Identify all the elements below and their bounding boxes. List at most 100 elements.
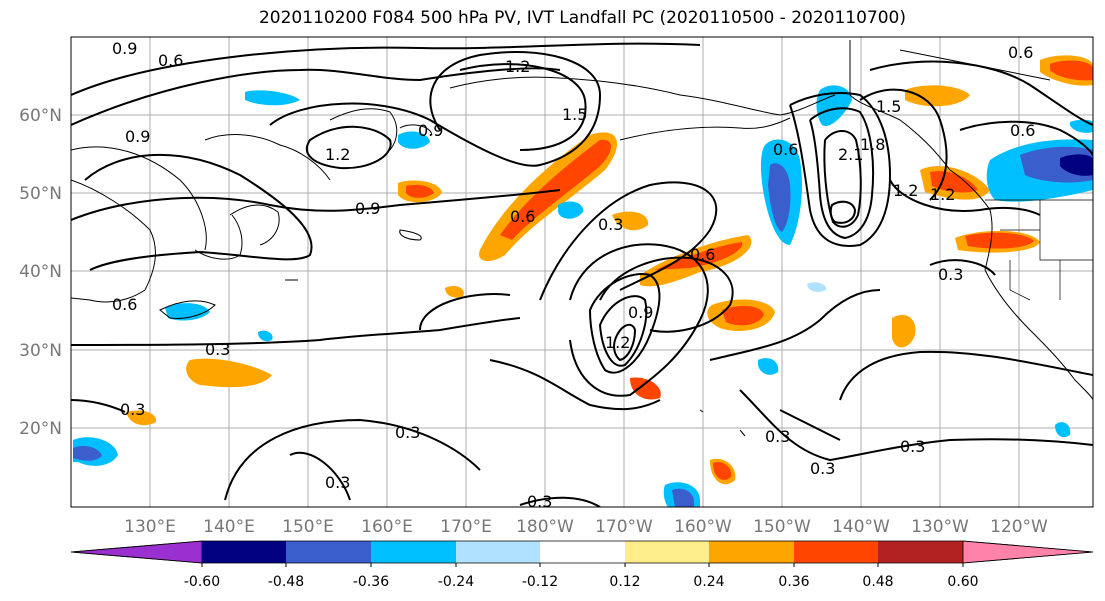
colorbar-segment [878,541,963,563]
contour-label: 1.8 [860,135,885,154]
colorbar [70,540,1094,564]
contour-label: 0.3 [527,492,552,511]
pv-positive-patch [1050,60,1093,81]
pv-positive-patch [905,85,970,107]
coastlines [71,40,1093,437]
colorbar-segment [625,541,709,563]
lat-label: 60°N [19,106,62,126]
lon-label: 150°E [282,517,334,537]
lon-label: 140°E [203,517,255,537]
pv-negative-patch [245,90,300,106]
colorbar-tick-label: 0.12 [609,574,640,590]
colorbar-segment [540,541,625,563]
contour-label: 1.2 [325,145,350,164]
pv-negative-patch [1070,119,1093,133]
map-frame [70,36,1094,508]
pv-positive-patch [612,211,649,231]
contour-label: 0.3 [395,423,420,442]
pv-negative-patch [1055,422,1071,438]
pv-positive-patch [406,184,434,198]
lon-label: 170°E [440,517,492,537]
colorbar-segment [456,541,540,563]
lon-label: 130°W [911,517,969,537]
lon-label: 180°W [516,517,574,537]
colorbar-tick-label: 0.48 [862,574,893,590]
contour-label: 1.2 [605,333,630,352]
pv-negative-patch [672,488,694,507]
ivt-contours [71,42,1093,507]
lon-label: 150°W [753,517,811,537]
shaded-anomalies [73,55,1093,507]
pv-negative-patch [758,358,779,375]
colorbar-segment [286,541,371,563]
colorbar-tick-label: 0.60 [947,574,978,590]
contour-label: 1.2 [505,57,530,76]
contour-label: 0.6 [773,140,798,159]
lat-label: 30°N [19,341,62,361]
lon-label: 170°W [595,517,653,537]
colorbar-segment [202,541,286,563]
contour-label: 0.3 [325,473,350,492]
lon-label: 120°W [990,517,1048,537]
pv-negative-patch [1060,154,1093,176]
contour-labels: 0.9 0.6 1.2 1.5 0.9 1.2 0.9 0.6 0.3 0.6 … [112,39,1035,511]
contour-label: 0.3 [765,427,790,446]
pv-negative-patch [768,163,791,232]
longitude-labels: 130°E 140°E 150°E 160°E 170°E 180°W 170°… [124,517,1048,537]
pv-positive-patch [445,285,464,298]
map-title: 2020110200 F084 500 hPa PV, IVT Landfall… [258,8,906,28]
contour-label: 2.1 [838,145,863,164]
pv-negative-patch [258,330,273,342]
colorbar-tick-label: -0.24 [438,574,474,590]
pv-positive-patch [186,358,272,388]
lat-label: 40°N [19,262,62,282]
pv-positive-patch [722,305,764,326]
contour-label: 0.6 [158,51,183,70]
contour-label: 0.6 [1010,121,1035,140]
gridlines [71,37,1093,507]
lon-label: 160°W [674,517,732,537]
pv-negative-patch [558,201,584,219]
colorbar-extend-low [70,540,203,564]
pv-positive-patch [892,314,916,348]
contour-label: 1.2 [893,181,918,200]
pv-positive-patch [126,410,157,426]
contour-label: 0.9 [112,39,137,58]
colorbar-tick-label: -0.60 [184,574,220,590]
pv-positive-patch [630,377,661,400]
contour-label: 0.9 [418,121,443,140]
contour-label: 0.6 [690,245,715,264]
contour-label: 0.6 [510,207,535,226]
pv-positive-patch [965,232,1034,249]
colorbar-segment [709,541,794,563]
lat-label: 20°N [19,419,62,439]
latitude-labels: 60°N 50°N 40°N 30°N 20°N [19,106,62,439]
lat-label: 50°N [19,184,62,204]
contour-label: 0.3 [900,437,925,456]
colorbar-tick-label: -0.12 [522,574,558,590]
colorbar-extend-high [962,540,1094,564]
colorbar-labels: -0.60 -0.48 -0.36 -0.24 -0.12 0.12 0.24 0.36 0.4… [184,563,979,590]
contour-label: 0.3 [205,340,230,359]
colorbar-segment [371,541,456,563]
colorbar-tick-label: -0.48 [268,574,304,590]
contour-label: 0.6 [1008,43,1033,62]
contour-label: 1.2 [930,185,955,204]
lon-label: 130°E [124,517,176,537]
lon-label: 140°W [832,517,890,537]
pv-negative-patch [807,282,827,292]
contour-label: 0.9 [125,127,150,146]
colorbar-tick-label: -0.36 [353,574,389,590]
contour-label: 0.3 [938,265,963,284]
contour-label: 1.5 [876,97,901,116]
pv-positive-patch [655,242,743,270]
borders [985,199,1093,301]
contour-label: 0.9 [355,199,380,218]
pv-negative-patch [816,85,852,126]
colorbar-tick-label: 0.24 [693,574,724,590]
pv-positive-patch [930,171,978,193]
pv-negative-patch [73,445,102,461]
contour-label: 0.9 [628,303,653,322]
contour-label: 1.5 [562,105,587,124]
